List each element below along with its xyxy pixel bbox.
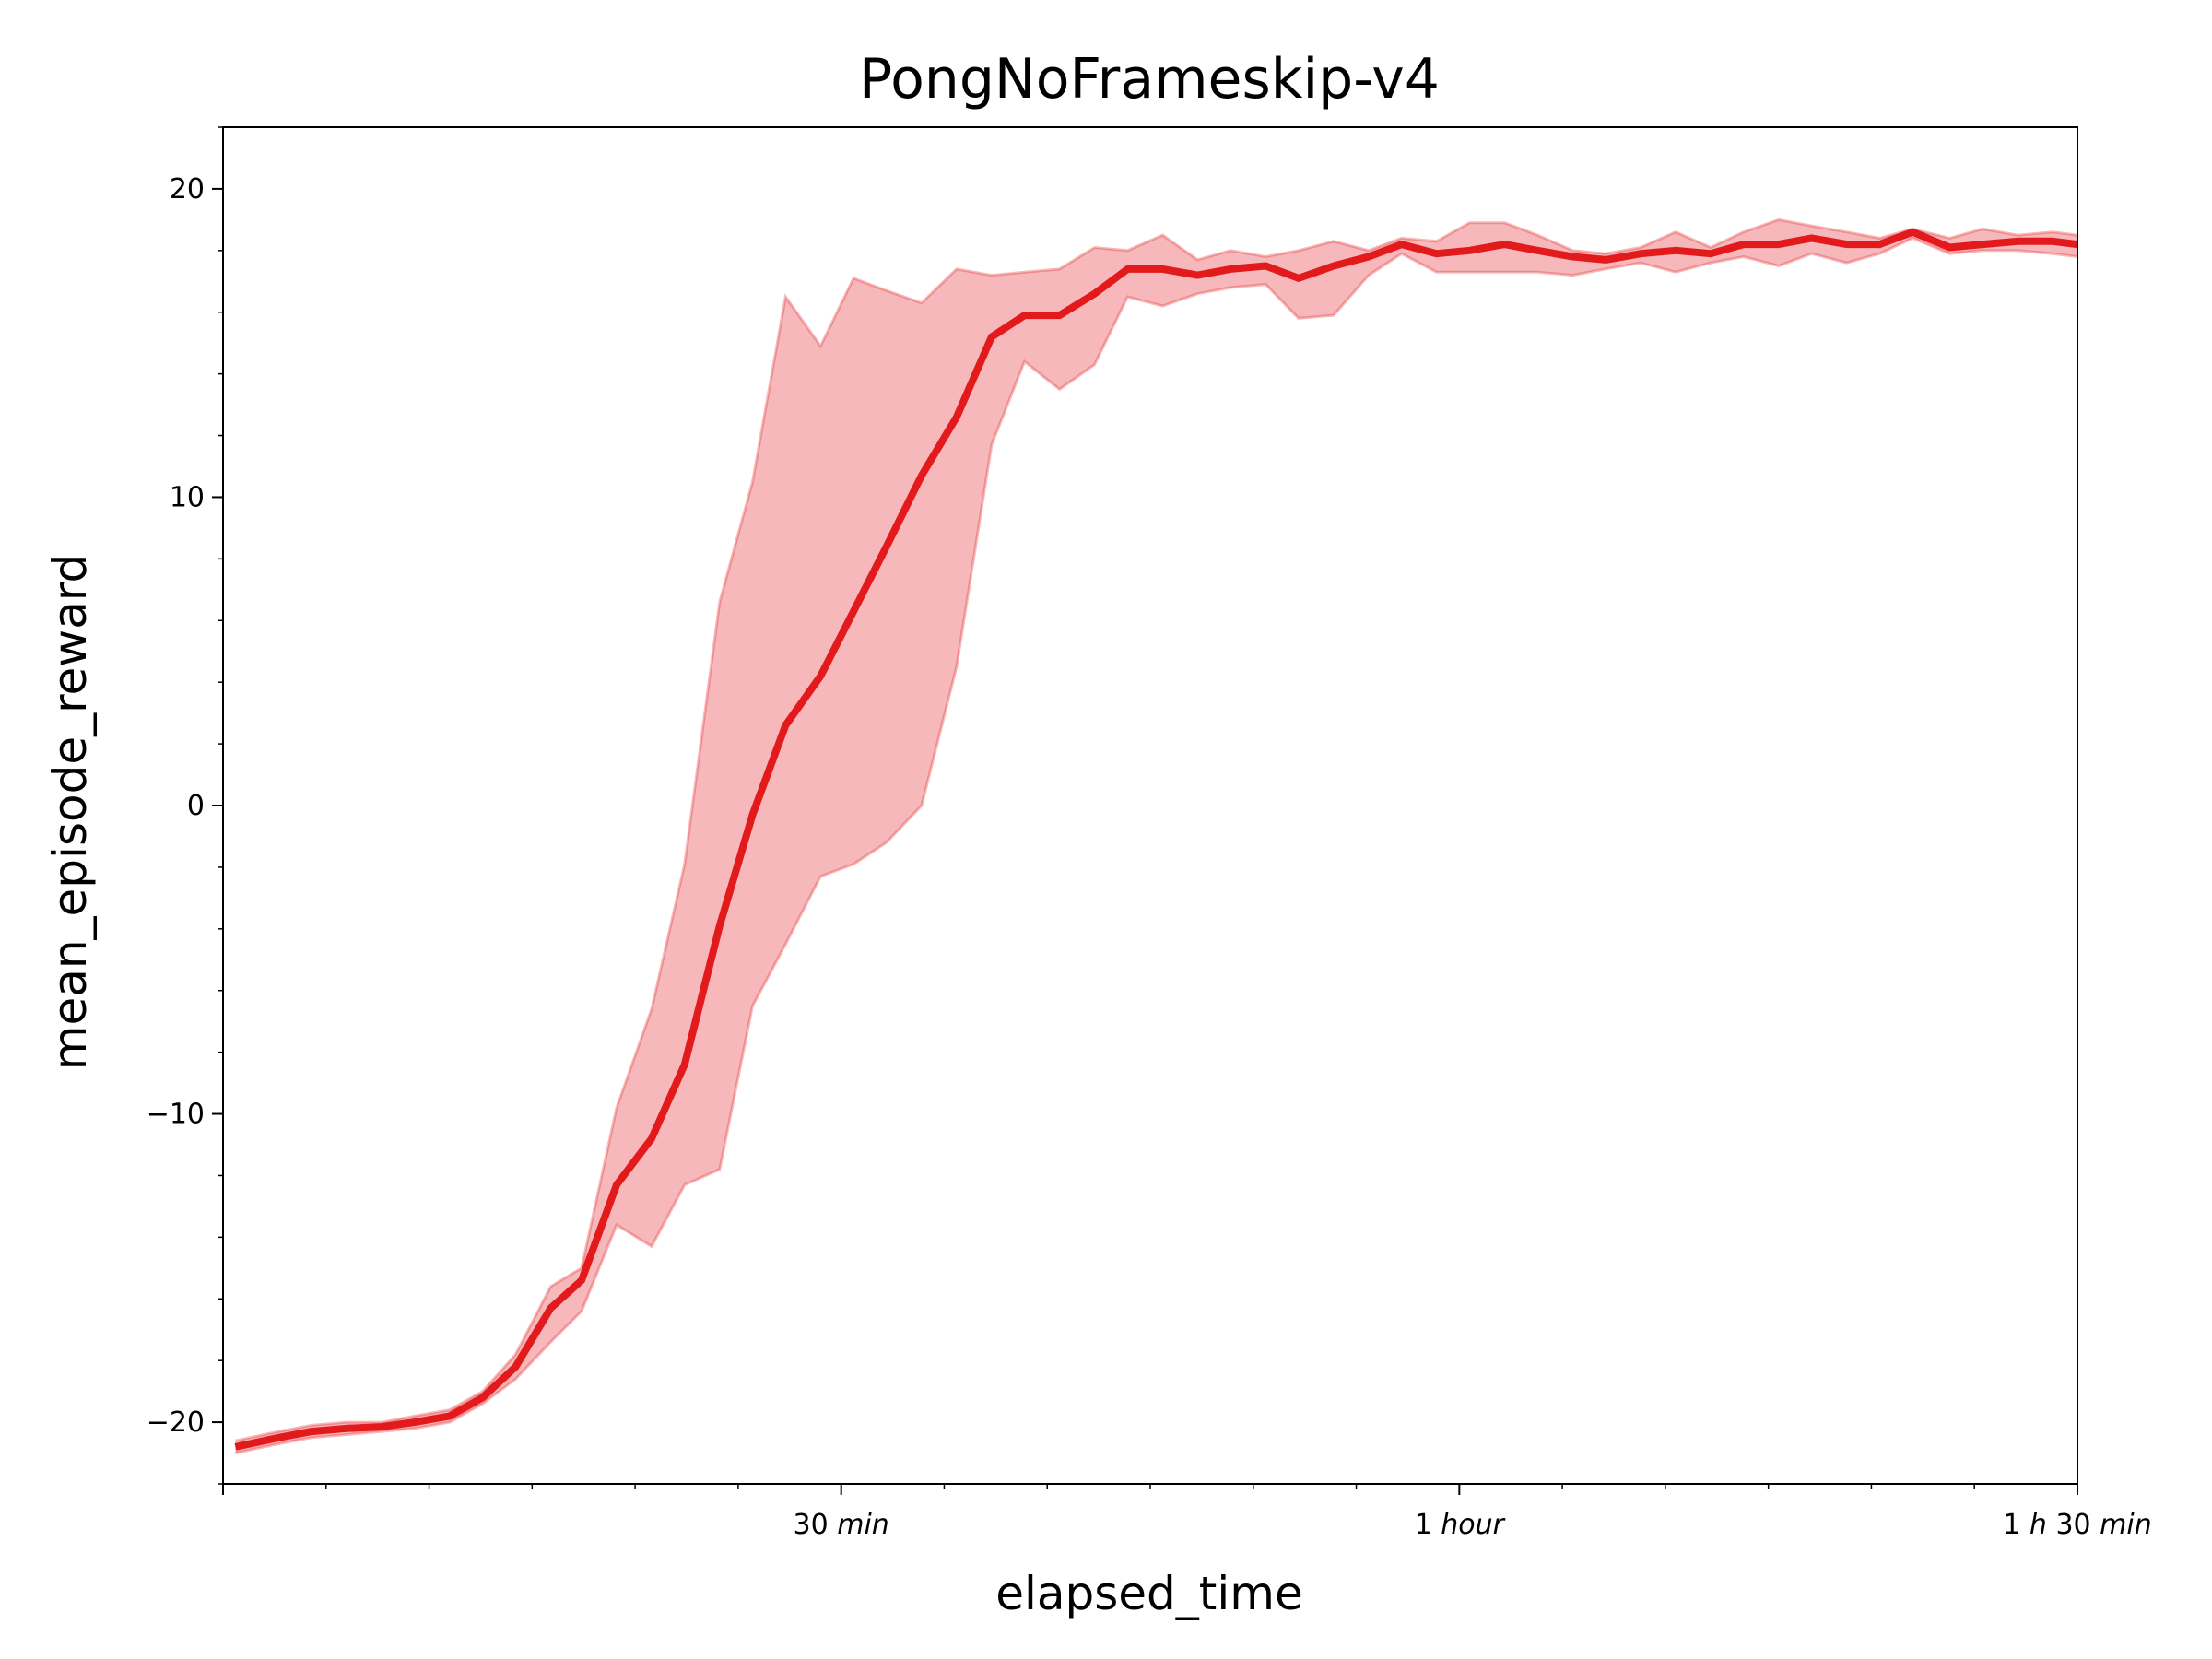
y-axis-label: mean_episode_reward xyxy=(43,554,97,1071)
y-tick-label: 10 xyxy=(170,481,205,513)
y-tick-label: −20 xyxy=(147,1406,205,1439)
plot-area xyxy=(234,218,2077,1454)
y-tick-label: 0 xyxy=(187,790,205,822)
x-axis-label: elapsed_time xyxy=(995,1567,1303,1620)
confidence-band xyxy=(235,219,2077,1453)
y-tick-label: −10 xyxy=(147,1099,205,1131)
x-tick-label: 1 hour xyxy=(1415,1509,1506,1541)
chart-title: PongNoFrameskip-v4 xyxy=(859,47,1440,112)
x-tick-label: 1 h 30 min xyxy=(2003,1509,2152,1541)
band-lower-edge xyxy=(235,236,2077,1454)
y-tick-label: 20 xyxy=(170,173,205,206)
series-line xyxy=(234,228,2077,1451)
axes: 20 10 0 −10 −20 30 min 1 hour 1 h 30 min xyxy=(147,126,2152,1541)
band-upper-edge xyxy=(235,218,2077,1442)
x-tick-label: 30 min xyxy=(794,1509,889,1541)
axes-frame xyxy=(222,126,2078,1485)
